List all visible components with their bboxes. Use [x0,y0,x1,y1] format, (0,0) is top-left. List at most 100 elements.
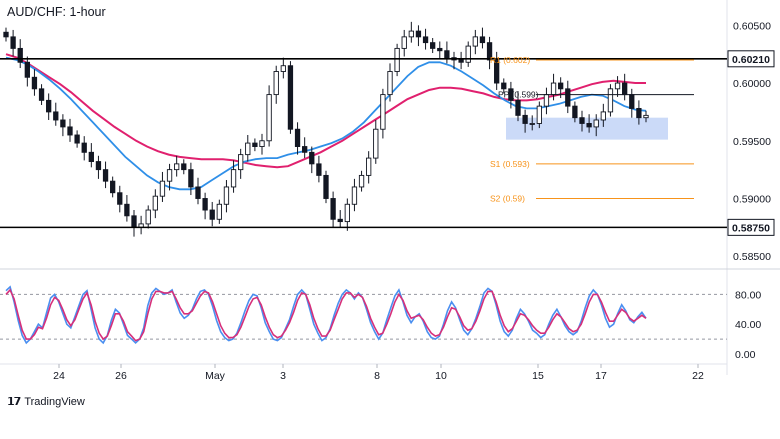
candle-body [472,36,478,47]
stochastic-tick-label: 40.00 [735,319,761,331]
pivot-label: R1 (0.602) [490,55,530,65]
footer-brand: 𝟭𝟳 TradingView [7,395,85,409]
time-tick-label: 3 [280,370,286,382]
candle-body [117,192,123,205]
candle-body [351,186,358,205]
level-badge-label: 0.58750 [732,222,770,234]
candle-body [24,61,30,78]
candle-body [515,99,521,116]
candle-body [131,215,137,228]
candle-body [543,94,550,107]
candle-body [202,198,208,211]
candle-body [252,142,258,147]
candle-body [53,111,59,121]
stochastic-d-line [5,288,647,342]
candle-body [31,76,38,90]
candle-body [401,36,407,49]
candle-body [501,82,507,90]
candle-body [38,88,45,101]
candle-body [479,36,486,44]
brand-label: TradingView [24,395,85,408]
pivot-levels: R1 (0.602) PP (0.599) S1 (0.593) S2 (0.59) [490,55,694,204]
candle-body [643,114,649,119]
candle-body [302,146,308,153]
time-tick-label: 22 [692,370,704,382]
candle-body [522,114,528,124]
candle-body [607,88,614,113]
candle-body [550,82,557,96]
tradingview-logo-icon: 𝟭𝟳 [7,396,21,408]
candle-body [430,42,436,49]
candle-body [636,107,642,119]
candle-body [344,203,350,223]
candle-body [287,65,294,130]
stochastic-pane: 80.00 40.00 0.00 [0,285,761,361]
candle-body [259,140,265,147]
price-tick-label: 0.59500 [733,136,771,148]
candle-body [622,82,628,96]
candle-body [245,142,251,156]
time-axis: 24 26 May 3 8 10 15 17 22 [53,364,704,382]
pivot-label: S2 (0.59) [490,194,525,204]
stochastic-k-line [5,285,647,345]
candlestick-series [3,21,649,237]
candle-body [17,47,23,63]
price-tick-label: 0.60500 [733,20,771,32]
candle-body [394,47,400,72]
candle-body [195,186,201,199]
candle-body [95,161,102,171]
candle-body [600,111,606,121]
candle-body [380,94,386,130]
candle-body [444,50,450,59]
candle-body [230,169,237,188]
chart-title: AUD/CHF: 1-hour [7,5,106,19]
price-tick-label: 0.60000 [733,78,771,90]
candle-body [294,128,301,147]
candle-body [81,142,87,153]
candle-body [223,186,230,205]
candle-body [102,169,109,182]
time-tick-label: 26 [115,370,127,382]
time-tick-label: 24 [53,370,65,382]
candle-body [266,94,272,142]
candle-body [529,123,535,125]
candle-body [579,117,585,124]
candle-body [145,209,151,225]
level-badge [727,218,775,236]
candle-body [88,151,94,163]
candle-body [337,218,343,223]
candle-body [586,123,592,128]
candle-body [330,198,336,220]
stochastic-tick-label: 80.00 [735,289,761,301]
candle-body [316,163,322,176]
candle-body [10,36,16,49]
candle-body [166,169,173,182]
candle-body [181,163,187,171]
candle-body [124,203,130,217]
support-zone [506,117,668,140]
candle-body [174,163,180,171]
level-price-badges: 0.60210 0.58750 [727,50,775,236]
candle-body [323,174,329,199]
candle-body [273,71,279,96]
candle-body [494,59,500,84]
candle-body [46,99,52,113]
candle-body [458,59,464,63]
candle-body [422,36,429,44]
candle-body [508,88,514,101]
time-tick-label: May [205,370,226,382]
candle-body [614,82,621,90]
candle-body [159,180,166,197]
pivot-label: S1 (0.593) [490,159,530,169]
level-badge [727,50,775,68]
candle-body [565,88,571,107]
candle-body [280,65,286,72]
candle-body [358,174,365,188]
candle-body [437,47,443,52]
candle-body [387,71,393,96]
time-tick-label: 17 [595,370,607,382]
candle-body [110,180,116,194]
candle-body [74,134,80,144]
